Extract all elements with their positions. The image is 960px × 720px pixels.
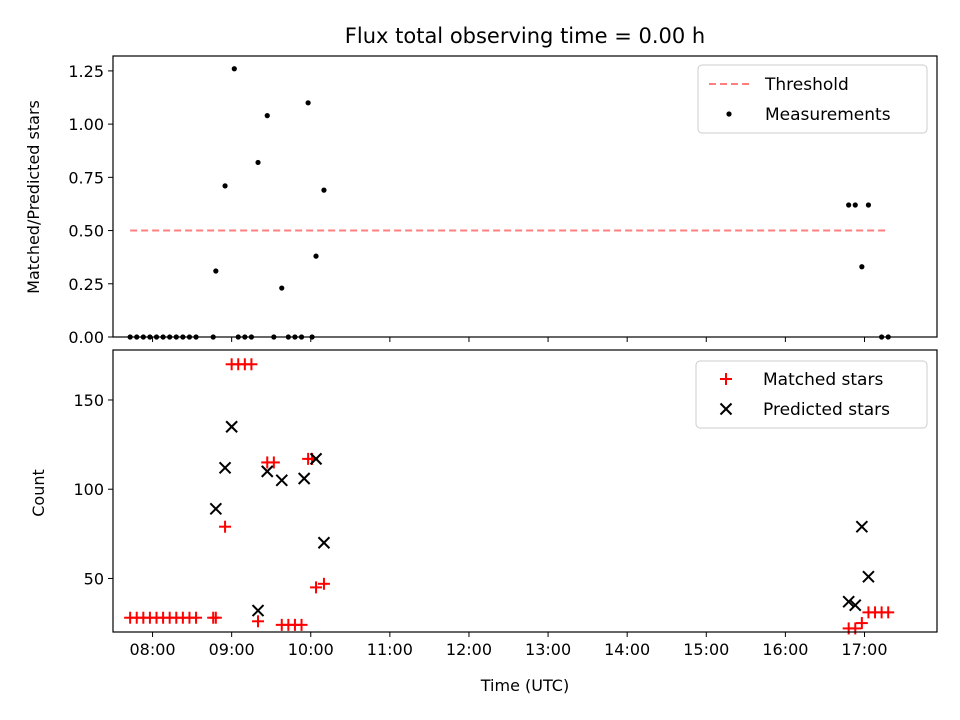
predicted-stars-point [855, 520, 869, 533]
matched-stars-point [219, 520, 232, 533]
x-tick-label: 14:00 [604, 640, 650, 659]
top-plot-frame [112, 55, 938, 338]
predicted-stars-point [317, 536, 331, 549]
bottom-y-axis-label: Count [29, 469, 48, 517]
bottom-plot-frame [112, 349, 938, 633]
top-legend: Threshold Measurements [697, 64, 928, 134]
y-tick-label: 1.00 [68, 115, 104, 134]
bottom-x-ticks: 08:00 09:00 10:00 11:00 12:00 13:00 14:00 15:00… [129, 632, 888, 659]
predicted-stars-point [218, 461, 232, 475]
x-tick-label: 16:00 [762, 640, 808, 659]
predicted-stars-point [209, 502, 223, 516]
top-plot-marks [127, 66, 891, 340]
y-tick-label: 0.50 [68, 222, 104, 241]
matched-stars-point [190, 611, 203, 624]
chart-title: Flux total observing time = 0.00 h [345, 24, 705, 48]
y-tick-label: 0.00 [68, 328, 104, 347]
matched-stars-point [882, 606, 895, 619]
predicted-stars-point [225, 420, 238, 433]
top-y-axis-label: Matched/Predicted stars [24, 100, 43, 294]
top-panel: Flux total observing time = 0.00 h Match… [24, 24, 938, 347]
top-legend-box [697, 64, 928, 134]
y-tick-label: 50 [84, 569, 104, 588]
measurements-legend-swatch [726, 111, 732, 117]
top-x-ticks [152, 337, 865, 342]
bottom-legend-box [695, 360, 928, 429]
matched-stars-point [855, 617, 868, 630]
y-tick-label: 1.25 [68, 62, 104, 81]
matched-stars-point [317, 577, 330, 590]
predicted-stars-point [297, 472, 311, 485]
measurements-point [222, 183, 228, 189]
measurements-point [213, 268, 219, 274]
predicted-stars-point [849, 599, 862, 612]
bottom-y-ticks: 50 100 150 [73, 391, 113, 588]
y-tick-label: 0.25 [68, 275, 104, 294]
y-tick-label: 100 [73, 480, 104, 499]
measurements-point [865, 202, 872, 208]
x-tick-label: 09:00 [209, 640, 255, 659]
y-tick-label: 150 [73, 391, 104, 410]
measurements-point [255, 159, 261, 166]
measurements-legend-label: Measurements [765, 105, 891, 125]
measurements-point [859, 264, 865, 270]
matched-stars-point [267, 456, 280, 469]
x-tick-label: 13:00 [525, 640, 571, 659]
predicted-stars-point [261, 465, 274, 478]
predicted-stars-point [842, 595, 855, 608]
x-tick-label: 17:00 [841, 640, 887, 659]
predicted-stars-legend-swatch [719, 402, 733, 416]
predicted-stars-point [251, 604, 265, 617]
x-tick-label: 15:00 [683, 640, 729, 659]
x-tick-label: 11:00 [367, 640, 413, 659]
matched-stars-legend-swatch [720, 373, 732, 385]
measurements-point [279, 285, 285, 291]
bottom-legend: Matched stars Predicted stars [695, 360, 928, 429]
bottom-plot-marks [124, 358, 895, 635]
predicted-stars-point [862, 570, 875, 583]
x-tick-label: 12:00 [446, 640, 492, 659]
measurements-point [305, 100, 311, 106]
matched-stars-point [252, 615, 265, 628]
matched-stars-legend-label: Matched stars [763, 370, 883, 390]
x-axis-label: Time (UTC) [480, 676, 569, 695]
measurements-point [313, 253, 319, 259]
y-tick-label: 0.75 [68, 168, 104, 187]
matched-stars-point [849, 622, 862, 635]
matched-stars-point [209, 611, 222, 624]
bottom-panel: Count Time (UTC) 50 100 150 08:00 09:00 10:0… [29, 349, 938, 695]
matched-stars-point [245, 358, 258, 371]
top-y-ticks: 0.00 0.25 0.50 0.75 1.00 1.25 [68, 62, 113, 347]
measurements-point [231, 66, 237, 72]
matched-stars-point [310, 581, 323, 594]
x-tick-label: 10:00 [288, 640, 334, 659]
threshold-legend-label: Threshold [764, 75, 849, 95]
measurements-point [852, 202, 858, 208]
measurements-point [846, 202, 852, 208]
x-tick-label: 08:00 [129, 640, 175, 659]
predicted-stars-point [309, 452, 323, 466]
measurements-point [321, 187, 327, 193]
predicted-stars-legend-label: Predicted stars [763, 400, 890, 420]
measurements-point [264, 113, 270, 119]
matched-stars-point [295, 618, 308, 631]
predicted-stars-point [275, 474, 288, 487]
